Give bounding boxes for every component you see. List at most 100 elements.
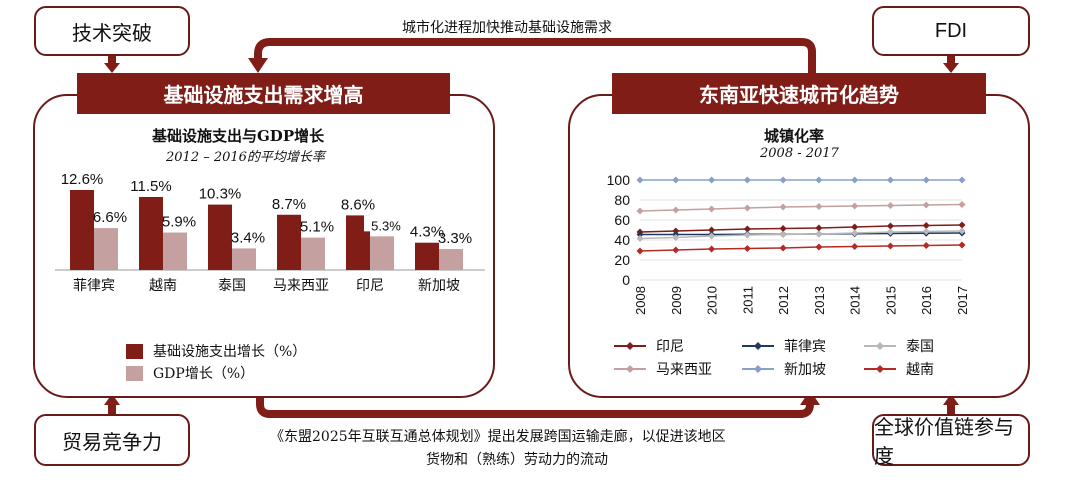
line-point (636, 235, 644, 242)
bar-legend-label-infra: 基础设施支出增长（%） (153, 344, 307, 360)
bar-gdp-3 (301, 237, 325, 270)
bar-legend-item-infra: 基础设施支出增长（%） (126, 340, 306, 362)
line-legend-swatch (614, 365, 646, 373)
bar-value-label: 5.9% (162, 214, 196, 231)
line-point (851, 176, 859, 184)
bar-gdp-1 (163, 232, 187, 270)
line-point (922, 201, 930, 209)
trade-competitiveness-box: 贸易竞争力 (34, 414, 190, 466)
bar-gdp-2 (232, 248, 256, 270)
line-point (815, 203, 823, 210)
bar-chart-subtitle: 2012 – 2016的平均增长率 (166, 150, 325, 165)
bar-gdp-4 (370, 236, 394, 270)
line-legend-label: 越南 (906, 362, 934, 378)
line-legend-swatch (742, 365, 774, 373)
line-point (815, 176, 823, 184)
line-point (672, 206, 680, 214)
line-chart-x-tick: 2011 (740, 286, 755, 314)
bar-value-label: 4.3% (410, 224, 444, 241)
line-point (886, 242, 894, 250)
fdi-label: FDI (934, 19, 968, 42)
bar-infra-5 (415, 242, 439, 270)
line-point (922, 228, 930, 235)
line-legend-label: 菲律宾 (784, 339, 826, 355)
bar-infra-0 (70, 190, 94, 270)
bar-legend-label-gdp: GDP增长（%） (153, 366, 255, 382)
line-point (958, 201, 966, 208)
top-arrow-label: 城市化进程加快推动基础设施需求 (402, 20, 612, 36)
line-point (922, 176, 930, 184)
line-point (886, 202, 894, 209)
bar-chart: 12.6% 6.6% 菲律宾 11.5% 5.9% 越南 10.3% 3.4% 泰国 8.7% 5.… (55, 171, 485, 294)
line-point (886, 176, 894, 184)
bar-infra-3 (277, 214, 301, 270)
bar-chart-title: 基础设施支出与GDP增长 (152, 127, 325, 145)
line-point (779, 244, 787, 252)
line-legend-swatch (742, 342, 774, 350)
bar-value-label: 10.3% (199, 186, 242, 203)
bar-category-label: 泰国 (218, 278, 246, 294)
line-point (886, 228, 894, 236)
bar-value-label: 8.7% (272, 196, 306, 213)
bar-value-label: 11.5% (130, 178, 171, 195)
line-point (672, 176, 680, 184)
line-legend-label: 马来西亚 (656, 362, 712, 378)
bar-gdp-0 (94, 228, 118, 270)
bar-infra-2 (208, 204, 232, 270)
line-legend: 印尼 菲律宾 泰国 马来西亚 新加坡 越南 (612, 336, 992, 386)
bar-infra-1 (139, 196, 163, 270)
bar-gdp-5 (439, 249, 463, 270)
line-series-0 (639, 224, 963, 233)
line-point (708, 226, 716, 234)
bar-value-label: 12.6% (61, 171, 104, 188)
line-point (636, 231, 644, 238)
bar-legend-item-gdp: GDP增长（%） (126, 362, 306, 384)
line-chart-x-tick: 2009 (669, 286, 684, 315)
line-point (672, 234, 680, 241)
line-legend-item: 新加坡 (740, 359, 826, 379)
line-point (922, 222, 930, 229)
line-chart-y-tick: 60 (614, 212, 630, 228)
bar-value-label: 5.1% (300, 219, 334, 236)
line-chart-y-tick: 100 (607, 172, 631, 188)
line-point (743, 204, 751, 212)
line-point (636, 176, 644, 184)
line-point (743, 231, 751, 239)
line-point (958, 221, 966, 229)
line-chart-x-tick: 2017 (955, 286, 970, 315)
line-point (708, 176, 716, 184)
line-point (851, 243, 859, 250)
line-point (815, 230, 823, 238)
bottom-arrow-label-line2: 货物和（熟练）劳动力的流动 (426, 452, 608, 468)
line-point (815, 243, 823, 251)
line-point (958, 227, 966, 235)
line-point (708, 205, 716, 213)
line-legend-item: 越南 (862, 359, 934, 379)
line-point (922, 242, 930, 249)
line-chart-y-tick: 20 (614, 252, 630, 268)
line-point (779, 176, 787, 184)
right-panel-banner: 东南亚快速城市化趋势 (612, 73, 986, 114)
line-point (815, 224, 823, 232)
line-series-5 (639, 244, 963, 252)
gvc-participation-box: 全球价值链参与度 (872, 414, 1030, 468)
line-legend-swatch (864, 342, 896, 350)
line-point (958, 241, 966, 249)
line-legend-item: 马来西亚 (612, 359, 712, 379)
bar-label-bg-4 (364, 215, 400, 232)
line-chart-title: 城镇化率 (764, 127, 825, 145)
bar-value-label: 3.3% (438, 230, 472, 247)
line-series-3 (639, 203, 963, 212)
left-panel-banner: 基础设施支出需求增高 (77, 73, 450, 114)
line-point (743, 245, 751, 252)
right-panel (568, 94, 1030, 398)
line-legend-swatch (614, 342, 646, 350)
bottom-arrow-label-line1: 《东盟2025年互联互通总体规划》提出发展跨国运输走廊，以促进该地区 (270, 429, 726, 445)
line-point (779, 203, 787, 211)
bar-category-label: 马来西亚 (273, 278, 329, 294)
line-chart-y-tick: 80 (614, 192, 630, 208)
line-point (851, 229, 859, 237)
line-legend-label: 印尼 (656, 339, 684, 355)
line-legend-label: 新加坡 (784, 362, 826, 378)
line-point (779, 225, 787, 232)
